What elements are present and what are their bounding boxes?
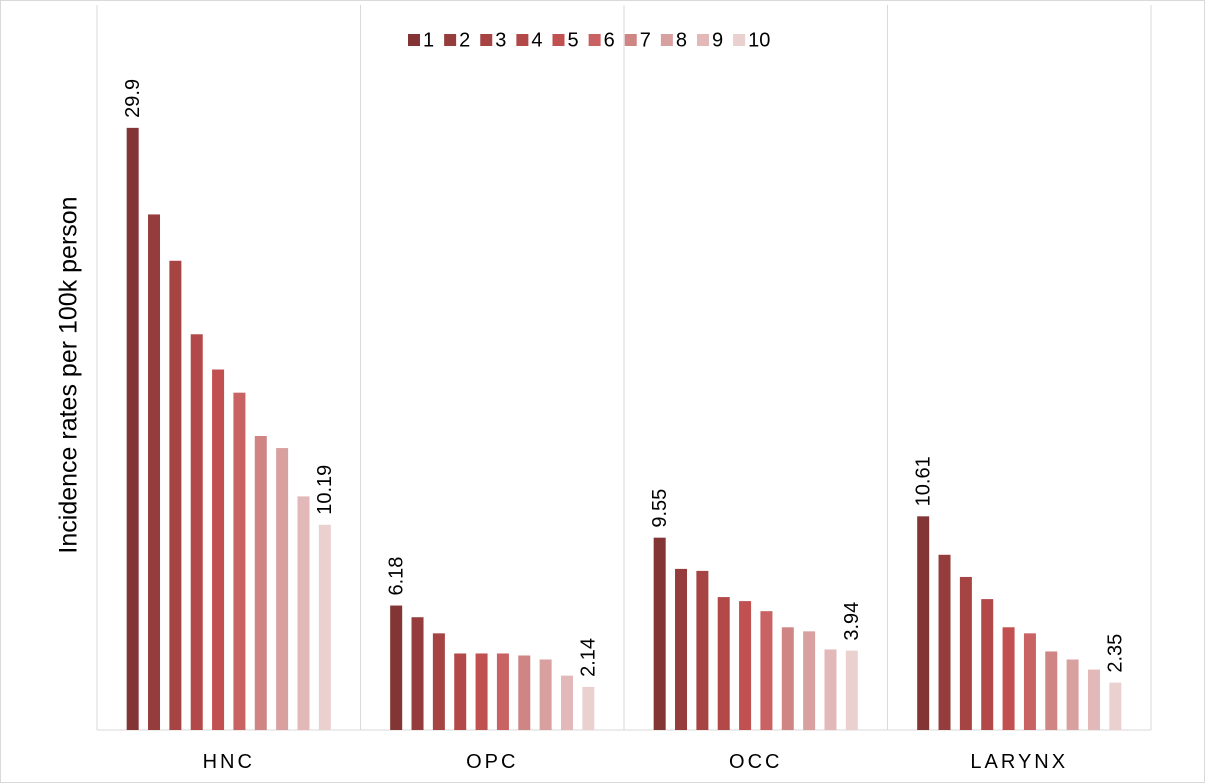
bar — [539, 659, 552, 730]
legend-swatch — [660, 34, 673, 46]
bar — [981, 599, 994, 730]
legend-swatch — [552, 34, 565, 46]
bar — [454, 653, 467, 730]
bar — [233, 392, 246, 730]
bar — [276, 448, 289, 730]
bar — [1087, 669, 1100, 730]
bar — [560, 675, 573, 730]
legend-label: 9 — [712, 29, 723, 51]
bar — [1023, 633, 1036, 730]
data-label: 6.18 — [385, 557, 407, 596]
bar — [1002, 627, 1015, 730]
bar — [254, 435, 267, 730]
legend-swatch — [624, 34, 637, 46]
bar — [717, 597, 730, 730]
bar — [496, 653, 509, 730]
data-label: 10.61 — [912, 456, 934, 506]
legend-label: 6 — [604, 29, 615, 51]
data-label: 2.35 — [1105, 634, 1127, 673]
bar — [390, 605, 403, 730]
bar — [959, 576, 972, 730]
bar — [1045, 651, 1058, 730]
legend-label: 7 — [640, 29, 651, 51]
bar — [845, 650, 858, 730]
legend-swatch — [588, 34, 601, 46]
bar — [653, 537, 666, 730]
legend-swatch — [516, 34, 529, 46]
bar — [917, 516, 930, 730]
bar — [212, 369, 225, 730]
legend-label: 3 — [495, 29, 506, 51]
bar — [475, 653, 488, 730]
x-tick-label: HNC — [203, 751, 255, 773]
data-label: 10.19 — [314, 465, 336, 515]
legend-label: 10 — [748, 29, 770, 51]
bar — [1066, 659, 1079, 730]
bar — [148, 214, 161, 730]
legend-swatch — [697, 34, 709, 46]
bar — [297, 496, 310, 730]
bar — [824, 649, 837, 730]
legend-label: 4 — [531, 29, 542, 51]
bar — [938, 554, 951, 730]
bar — [781, 627, 794, 730]
y-axis-label: Incidence rates per 100k person — [55, 196, 83, 553]
legend-swatch — [480, 34, 493, 46]
legend-label: 8 — [676, 29, 687, 51]
legend-swatch — [733, 34, 746, 46]
bar — [803, 631, 816, 730]
data-label: 3.94 — [841, 602, 863, 641]
bar — [582, 686, 595, 730]
bar — [126, 127, 139, 730]
legend-label: 5 — [568, 29, 579, 51]
legend-swatch — [444, 34, 457, 46]
x-tick-label: OPC — [466, 751, 518, 773]
bar — [318, 524, 331, 730]
bar — [169, 260, 182, 730]
legend-swatch — [408, 34, 420, 46]
bar — [675, 568, 688, 730]
legend-label: 1 — [423, 29, 434, 51]
bar — [190, 334, 203, 730]
bar — [1109, 682, 1122, 730]
x-tick-label: OCC — [729, 751, 782, 773]
bar — [411, 617, 424, 730]
bar — [696, 570, 709, 730]
data-label: 2.14 — [578, 638, 600, 677]
bar — [760, 611, 773, 730]
bar — [739, 601, 752, 730]
data-label: 9.55 — [649, 489, 671, 528]
bar — [432, 633, 445, 730]
bar — [518, 655, 531, 730]
data-label: 29.9 — [122, 79, 144, 118]
legend-label: 2 — [459, 29, 470, 51]
x-tick-label: LARYNX — [970, 751, 1068, 773]
